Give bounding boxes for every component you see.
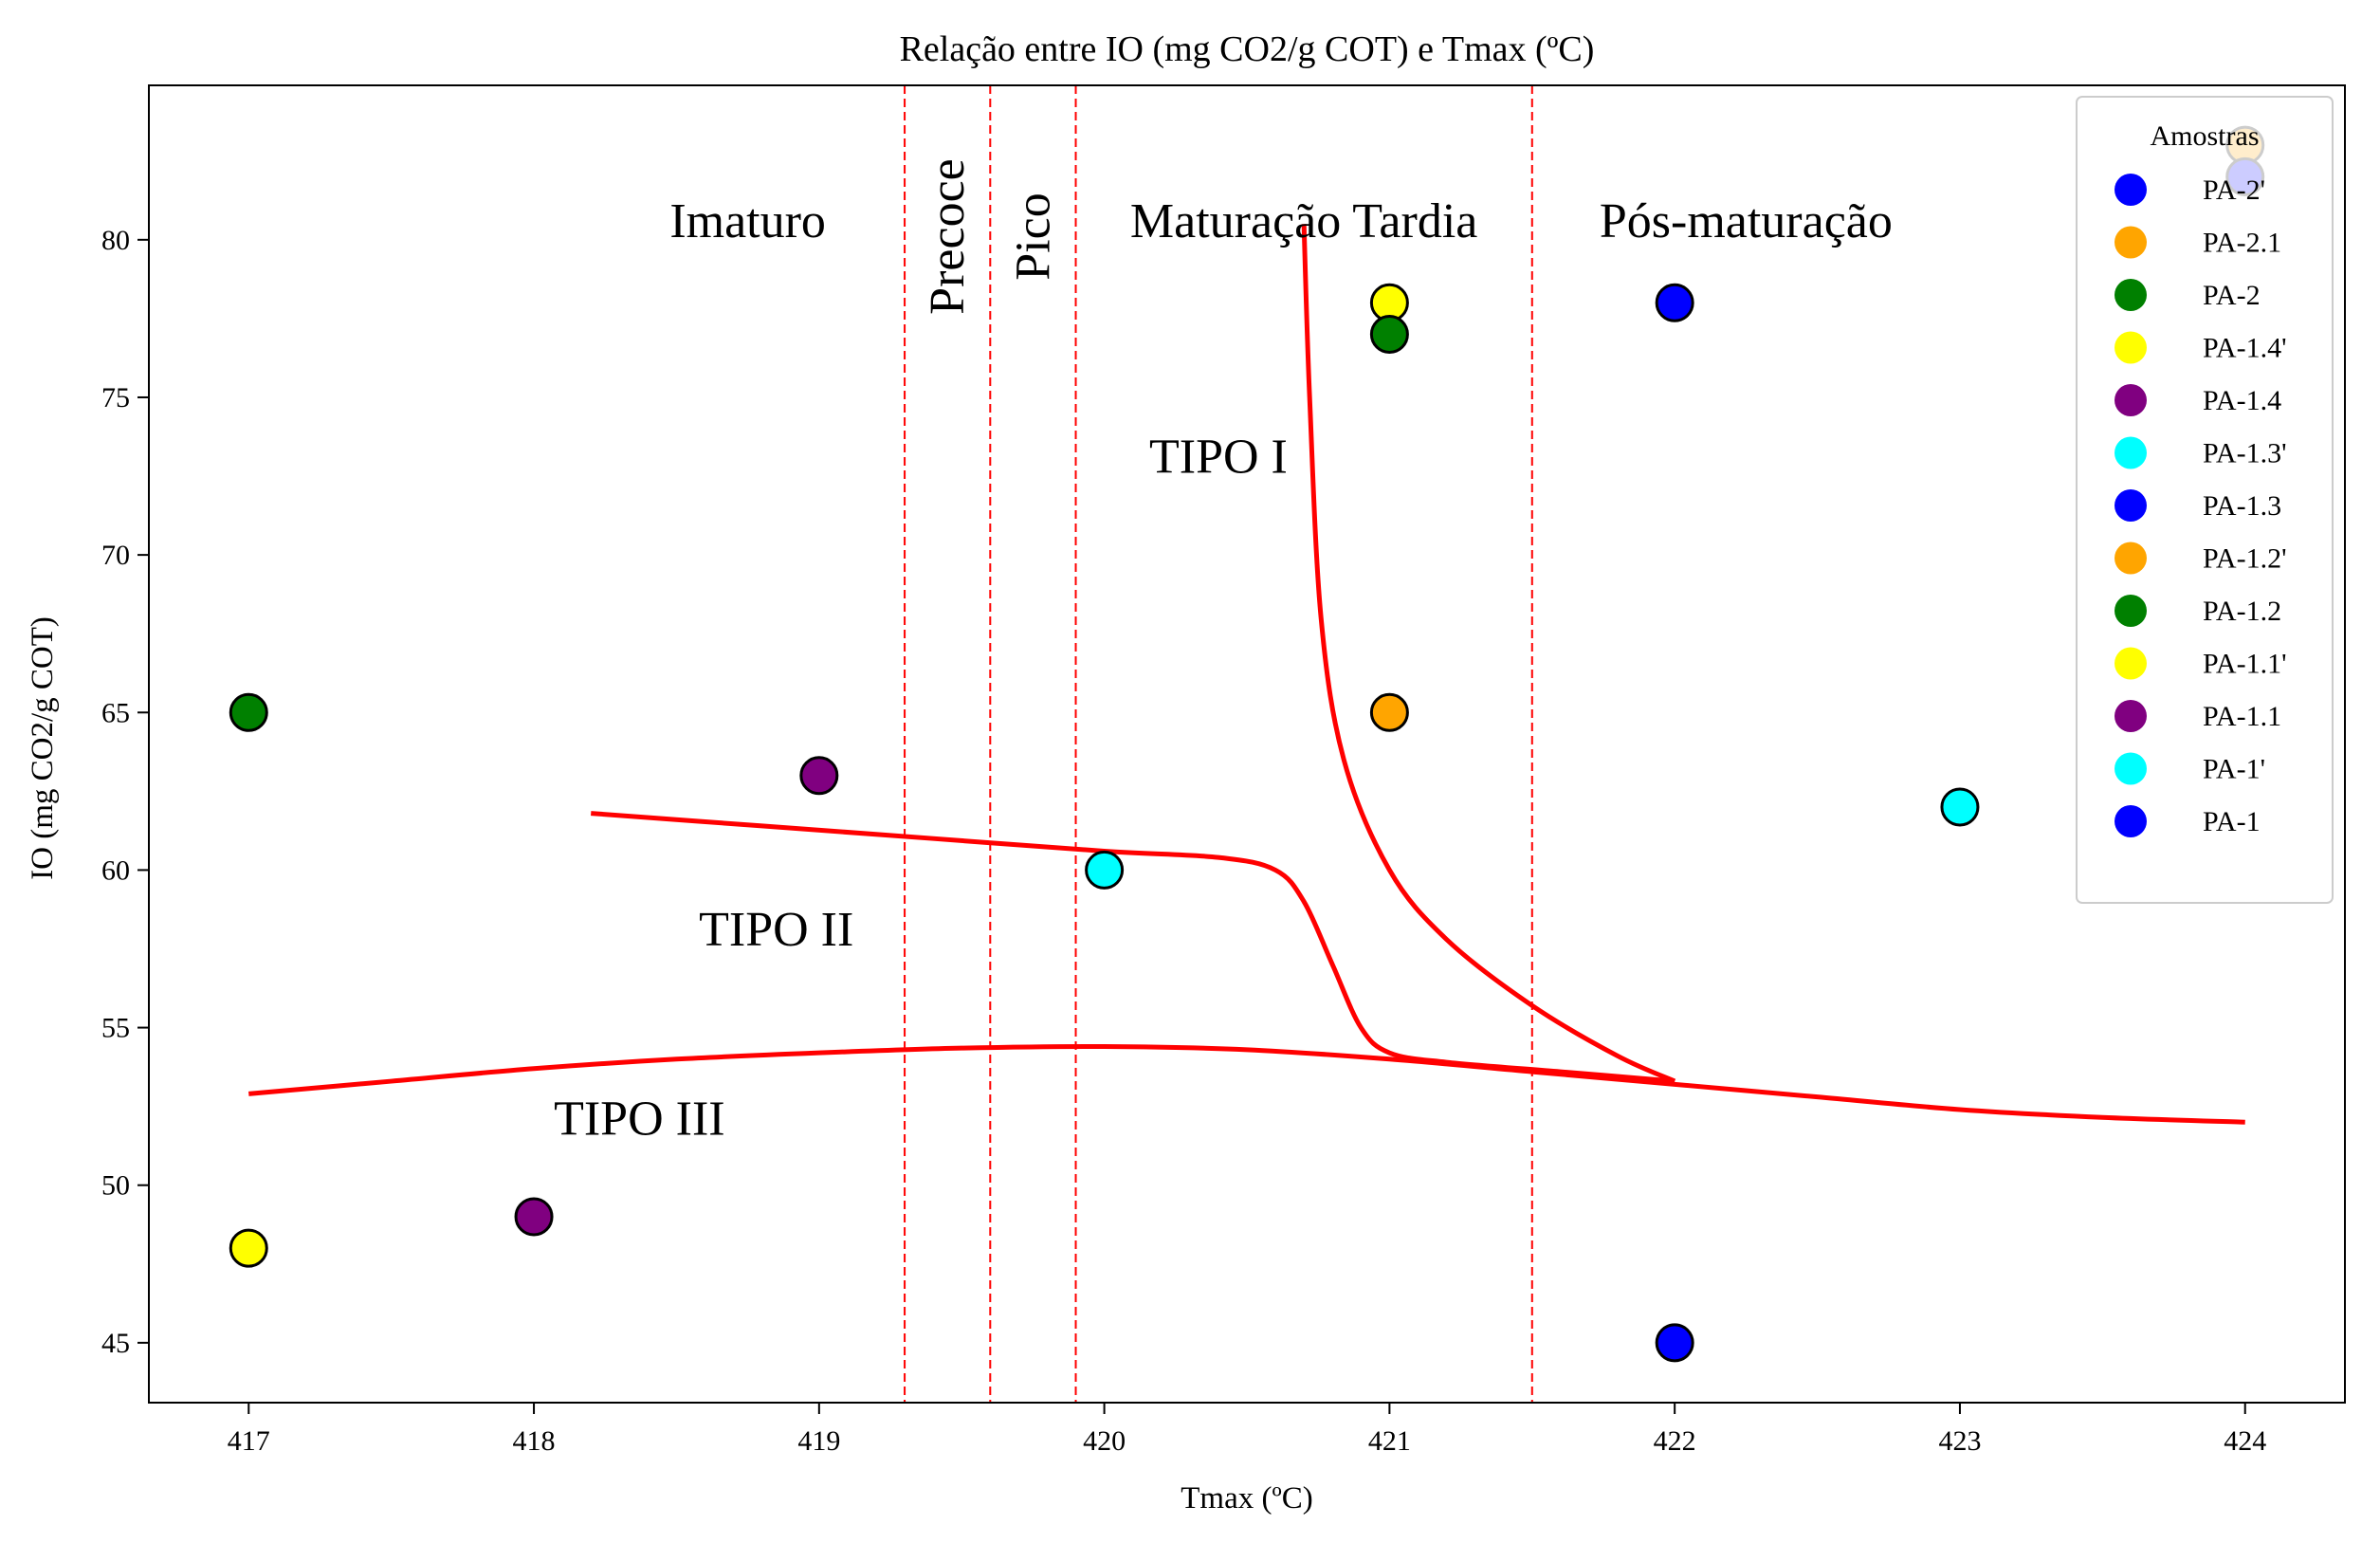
sample-point	[799, 756, 839, 796]
legend-entry-label: PA-1.2	[2203, 596, 2281, 627]
kerogen-type-curves	[248, 224, 2245, 1125]
x-tick-label: 423	[1938, 1425, 1981, 1457]
kerogen-curve	[1301, 224, 1676, 1084]
sample-point	[229, 692, 268, 732]
legend-marker	[2115, 489, 2147, 522]
legend-marker	[2115, 700, 2147, 732]
legend-entry-label: PA-2.1	[2203, 228, 2281, 259]
y-tick-label: 55	[101, 1013, 130, 1044]
x-axis-label: Tmax (ºC)	[1181, 1481, 1312, 1515]
maturity-zone-label: Imaturo	[669, 194, 826, 248]
y-tick-label: 60	[101, 854, 130, 886]
legend-marker	[2115, 752, 2147, 785]
legend-entry-label: PA-1.2'	[2203, 543, 2287, 575]
legend-marker	[2115, 436, 2147, 469]
x-tick-label: 420	[1083, 1425, 1126, 1457]
maturity-zone-label: Pico	[1006, 193, 1060, 280]
legend-entry-label: PA-1.4'	[2203, 333, 2287, 364]
sample-point	[1085, 850, 1125, 890]
y-tick-label: 80	[101, 225, 130, 256]
y-tick-label: 70	[101, 540, 130, 571]
maturity-zone-label: Maturação Tardia	[1130, 194, 1477, 248]
sample-point	[1369, 692, 1409, 732]
kerogen-curve	[248, 1043, 2245, 1125]
x-tick-label: 421	[1368, 1425, 1411, 1457]
sample-point	[1940, 787, 1980, 827]
legend-entry-label: PA-1.3'	[2203, 438, 2287, 469]
y-axis-ticks: 45 50 55 60 65 70 75 80	[101, 225, 149, 1359]
sample-point	[1369, 315, 1409, 355]
legend-entry-label: PA-1.3	[2203, 490, 2281, 522]
sample-point	[1655, 283, 1694, 322]
kerogen-type-labels: TIPO I TIPO II TIPO III	[554, 431, 1288, 1147]
x-tick-label: 424	[2224, 1425, 2266, 1457]
maturity-boundary-lines	[904, 85, 1533, 1403]
sample-point	[229, 1228, 268, 1268]
kerogen-type-label: TIPO III	[554, 1093, 725, 1147]
y-tick-label: 75	[101, 382, 130, 413]
maturity-zone-label: Precoce	[921, 158, 975, 315]
kerogen-type-label: TIPO II	[699, 903, 853, 957]
legend-marker	[2115, 805, 2147, 837]
kerogen-type-label: TIPO I	[1149, 431, 1288, 485]
y-axis-label: IO (mg CO2/g COT)	[26, 616, 60, 880]
legend-entry-label: PA-2	[2203, 280, 2261, 311]
sample-point	[1655, 1323, 1694, 1363]
legend-entry-label: PA-1	[2203, 806, 2261, 837]
x-tick-label: 417	[228, 1425, 270, 1457]
sample-points	[229, 125, 2265, 1363]
legend: Amostras PA-2' PA-2.1 PA-2 PA-1.4' PA-1.4 PA-…	[2076, 96, 2334, 904]
legend-entry-label: PA-1.4	[2203, 385, 2281, 416]
chart-title: Relação entre IO (mg CO2/g COT) e Tmax (…	[900, 29, 1595, 69]
legend-entry-label: PA-1'	[2203, 754, 2265, 785]
x-tick-label: 422	[1654, 1425, 1696, 1457]
legend-marker	[2115, 384, 2147, 416]
legend-entry-label: PA-1.1	[2203, 701, 2281, 732]
legend-marker	[2115, 279, 2147, 311]
x-tick-label: 418	[513, 1425, 556, 1457]
legend-entry-label: PA-1.1'	[2203, 649, 2287, 680]
legend-marker	[2115, 226, 2147, 259]
plot-frame	[148, 84, 2346, 1404]
y-tick-label: 45	[101, 1328, 130, 1359]
x-axis-ticks: 417 418 419 420 421 422 423 424	[228, 1403, 2266, 1457]
x-tick-label: 419	[797, 1425, 840, 1457]
legend-marker	[2115, 542, 2147, 575]
legend-marker	[2115, 174, 2147, 206]
legend-title: Amostras	[2151, 120, 2260, 152]
maturity-zone-labels: Imaturo Precoce Pico Maturação Tardia Pós-ma…	[669, 158, 1893, 315]
y-tick-label: 65	[101, 697, 130, 728]
sample-point	[514, 1197, 554, 1237]
maturity-zone-label: Pós-maturação	[1600, 194, 1893, 248]
y-tick-label: 50	[101, 1170, 130, 1202]
legend-marker	[2115, 331, 2147, 364]
legend-entry-label: PA-2'	[2203, 175, 2265, 206]
legend-marker	[2115, 647, 2147, 680]
legend-marker	[2115, 595, 2147, 627]
